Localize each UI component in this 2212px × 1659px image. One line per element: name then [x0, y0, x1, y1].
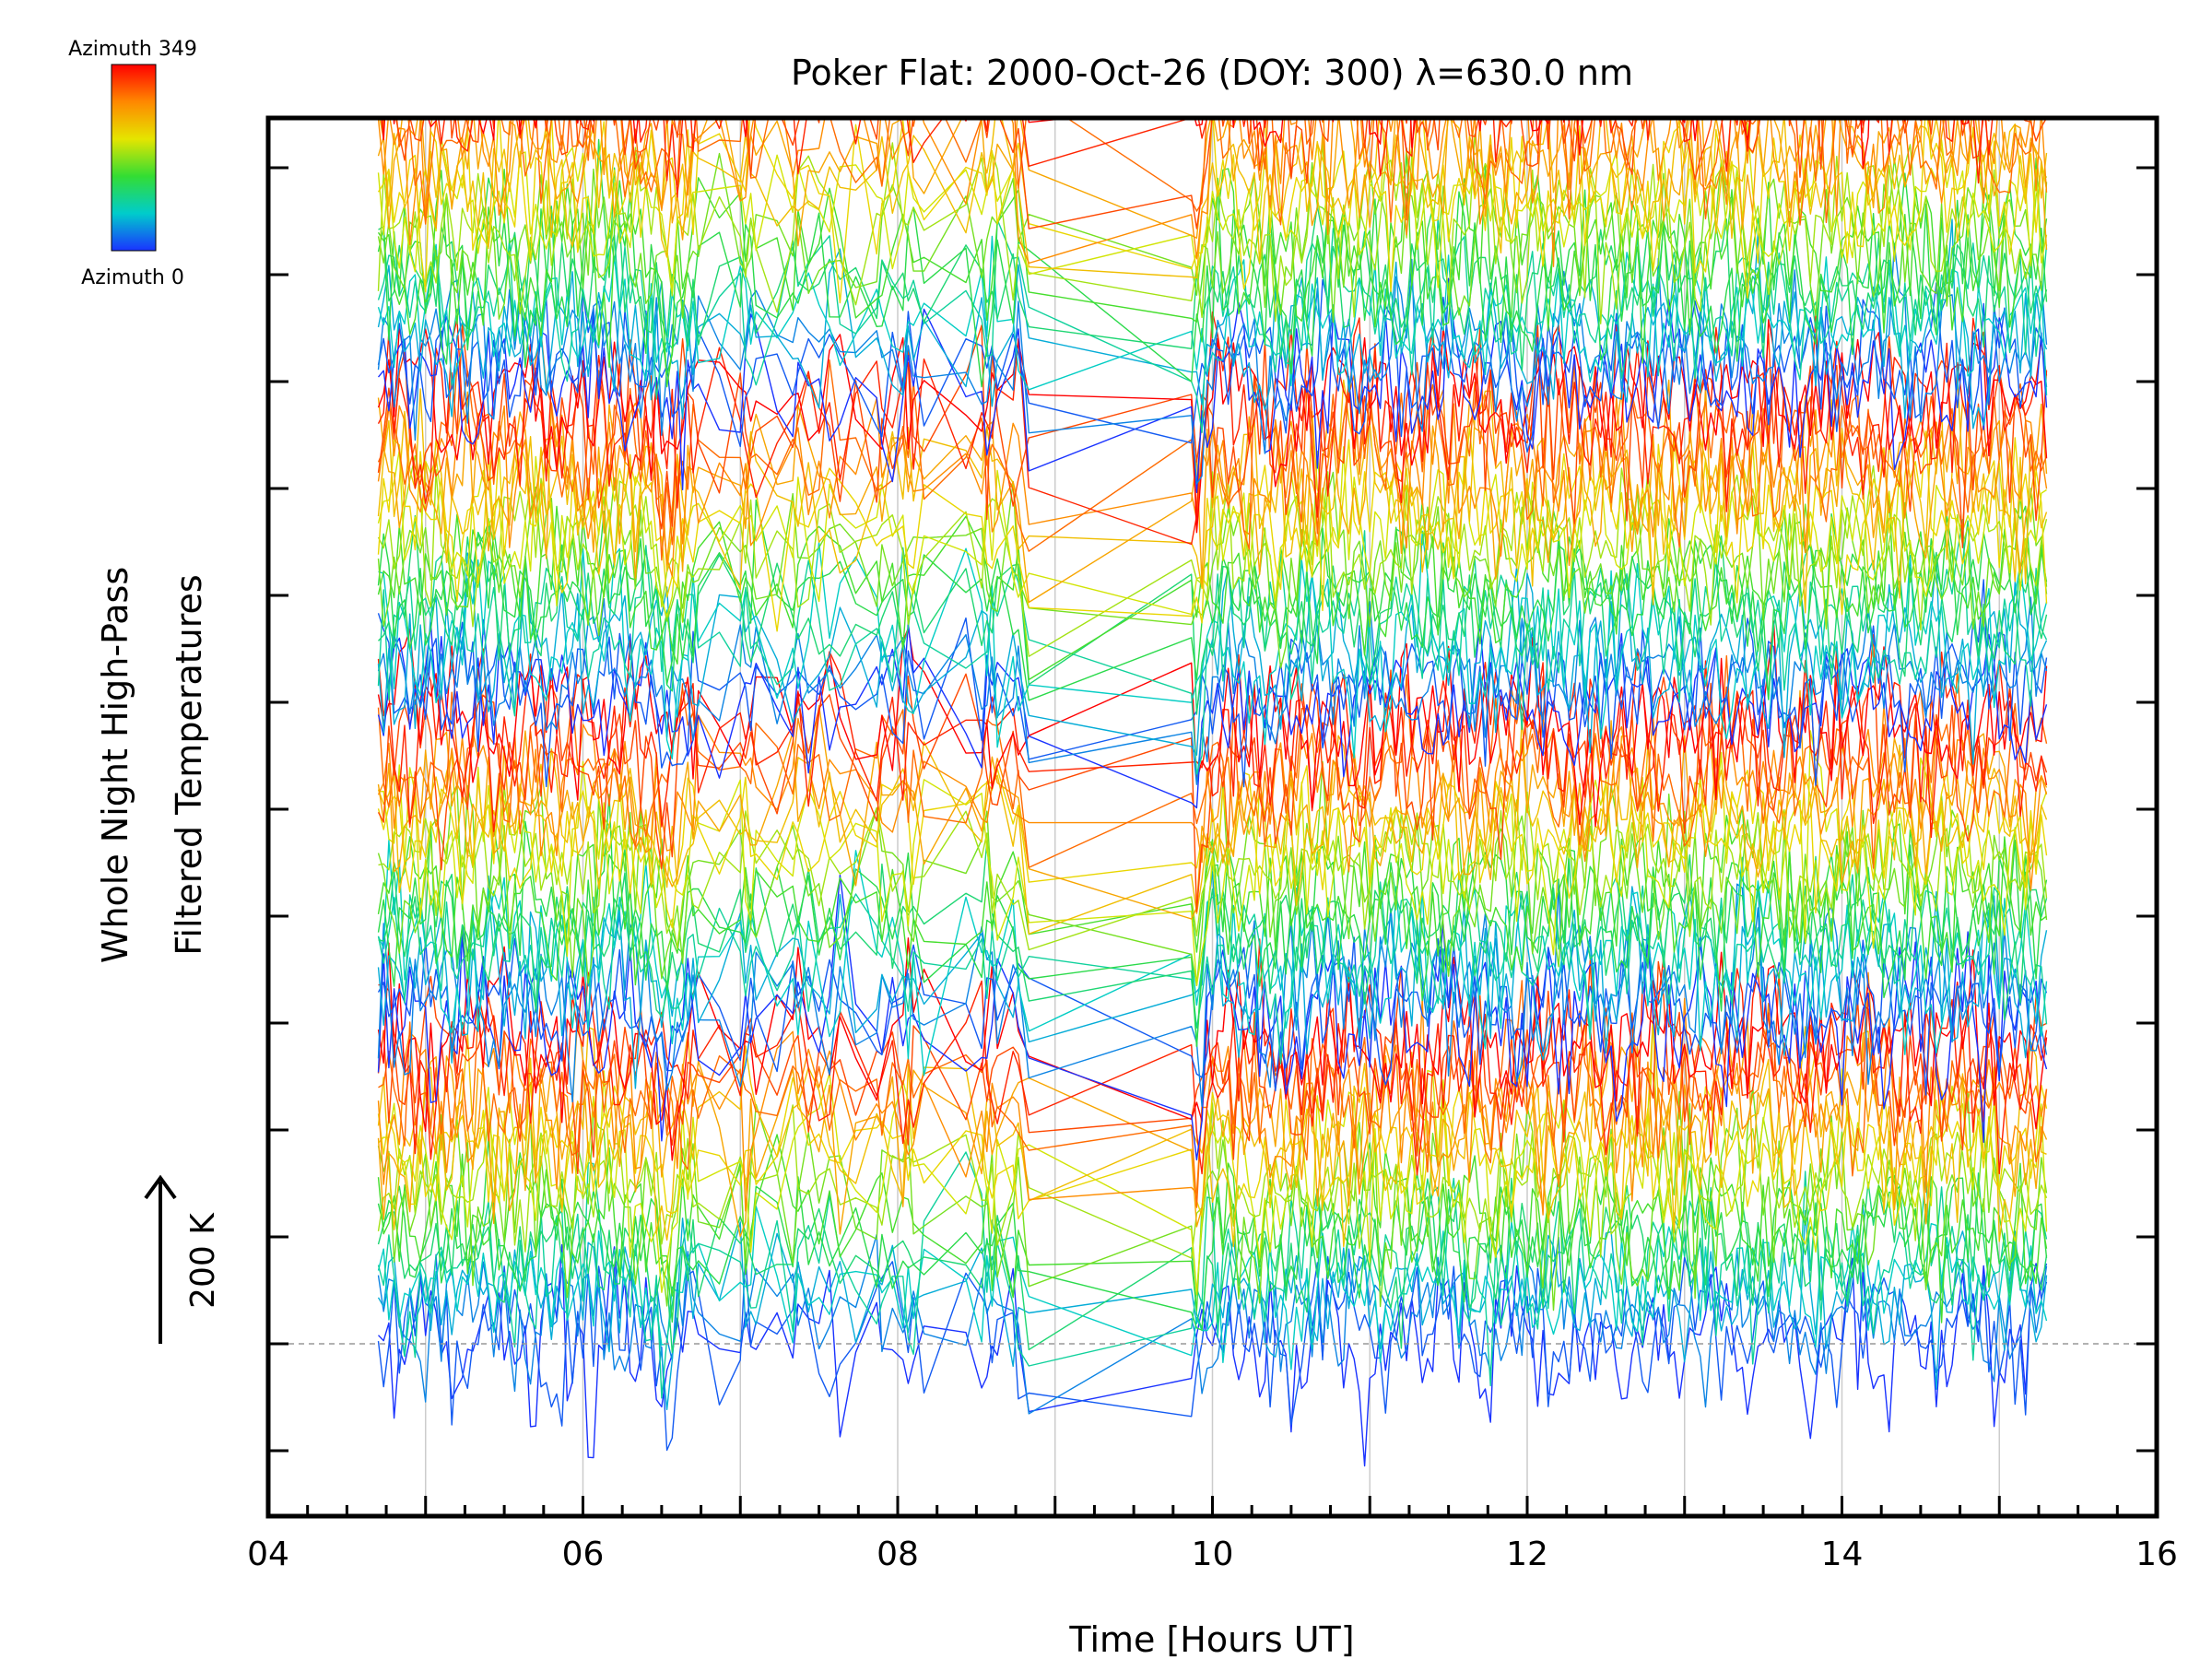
series-line [377, 936, 2048, 1096]
series-line [377, 1017, 2048, 1296]
series-line [377, 490, 2048, 681]
series-line [377, 874, 2048, 1161]
series-line [377, 242, 2048, 485]
series-line [377, 1233, 2048, 1415]
series-line [377, 118, 2048, 251]
series-line [377, 765, 2048, 929]
series-line [377, 1204, 2048, 1411]
series-line [377, 471, 2048, 669]
series-line [377, 714, 2048, 935]
series-line [377, 840, 2048, 1077]
series-line [377, 654, 2048, 869]
series-line [377, 1253, 2048, 1452]
x-tick-label: 12 [1506, 1535, 1548, 1573]
series-line [379, 118, 2048, 279]
series-line [377, 376, 2048, 614]
series-line [378, 785, 2048, 951]
series-line [377, 147, 2048, 388]
y-axis-label-line1: Whole Night High-Pass [95, 567, 135, 963]
series-line [377, 277, 2048, 493]
series-line [377, 379, 2048, 604]
x-axis-label: Time [Hours UT] [1068, 1619, 1354, 1659]
series-line [377, 216, 2048, 433]
series-line [377, 596, 2048, 785]
x-ticks: 04 06 08 10 12 14 16 [247, 1496, 2178, 1573]
series-line [377, 704, 2048, 891]
series-line [377, 118, 2048, 304]
series-line [377, 311, 2048, 546]
series-line [378, 841, 2048, 1047]
x-tick-label: 06 [562, 1535, 605, 1573]
series-line [377, 218, 2048, 429]
series-line [377, 552, 2048, 765]
series-line [378, 730, 2048, 987]
y-axis-label-line2: Filtered Temperatures [169, 574, 209, 955]
series-line [382, 118, 2036, 226]
scale-bar-label: 200 K [184, 1212, 222, 1309]
colorbar-bottom-label: Azimuth 0 [81, 266, 184, 289]
x-tick-label: 04 [247, 1535, 289, 1573]
series-line [377, 871, 2048, 1089]
series-line [377, 371, 2048, 577]
series-line [438, 118, 2048, 198]
x-tick-label: 10 [1192, 1535, 1234, 1573]
chart-title: Poker Flat: 2000-Oct-26 (DOY: 300) λ=630… [791, 53, 1633, 93]
series-line [377, 1015, 2048, 1238]
y-ticks [268, 166, 2157, 1453]
series-line [377, 881, 2048, 1108]
scale-bar [144, 1174, 177, 1344]
series-line [377, 134, 2048, 324]
series-line [377, 441, 2047, 618]
series-line [377, 937, 2048, 1161]
series-line [378, 205, 2048, 371]
x-tick-label: 16 [2136, 1535, 2178, 1573]
series-line [377, 1136, 2048, 1331]
x-tick-label: 08 [877, 1535, 919, 1573]
series-line [377, 620, 2048, 828]
series-line [377, 1077, 2048, 1230]
colorbar-top-label: Azimuth 349 [68, 38, 197, 61]
series-line [377, 806, 2047, 986]
series-lines [377, 118, 2048, 1467]
colorbar [111, 64, 157, 252]
x-tick-label: 14 [1821, 1535, 1864, 1573]
